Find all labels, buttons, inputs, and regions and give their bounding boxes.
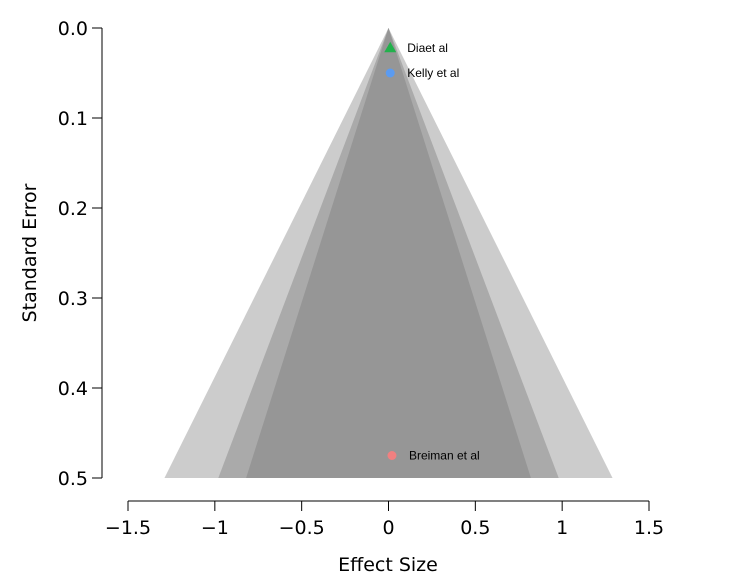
y-tick-label-5: 0.5	[58, 468, 88, 490]
funnel-region-3	[246, 28, 531, 478]
data-points: Diaet al Kelly et al Breiman et al	[384, 41, 480, 463]
x-tick-label-1: −1	[201, 517, 229, 539]
y-tick-label-1: 0.1	[58, 108, 88, 130]
x-tick-label-4: 0.5	[460, 517, 490, 539]
data-point-label-3: Breiman et al	[409, 449, 480, 463]
x-tick-label-2: −0.5	[279, 517, 325, 539]
x-tick-label-0: −1.5	[105, 517, 151, 539]
x-tick-label-6: 1.5	[634, 517, 664, 539]
x-tick-label-3: 0	[382, 517, 394, 539]
y-axis: 0.0 0.1 0.2 0.3 0.4 0.5	[58, 18, 103, 490]
x-tick-label-5: 1	[556, 517, 568, 539]
y-tick-label-4: 0.4	[58, 378, 88, 400]
y-tick-label-2: 0.2	[58, 198, 88, 220]
y-axis-title: Standard Error	[19, 183, 41, 322]
y-tick-label-3: 0.3	[58, 288, 88, 310]
x-axis: −1.5 −1 −0.5 0 0.5 1 1.5	[105, 500, 664, 539]
data-point-2	[385, 68, 395, 78]
x-axis-title: Effect Size	[338, 554, 438, 576]
data-point-3	[387, 451, 397, 460]
data-point-label-1: Diaet al	[407, 41, 448, 55]
data-point-label-2: Kelly et al	[407, 66, 459, 80]
funnel-regions	[164, 28, 613, 478]
data-point-1	[384, 41, 397, 53]
y-tick-label-0: 0.0	[58, 18, 88, 40]
